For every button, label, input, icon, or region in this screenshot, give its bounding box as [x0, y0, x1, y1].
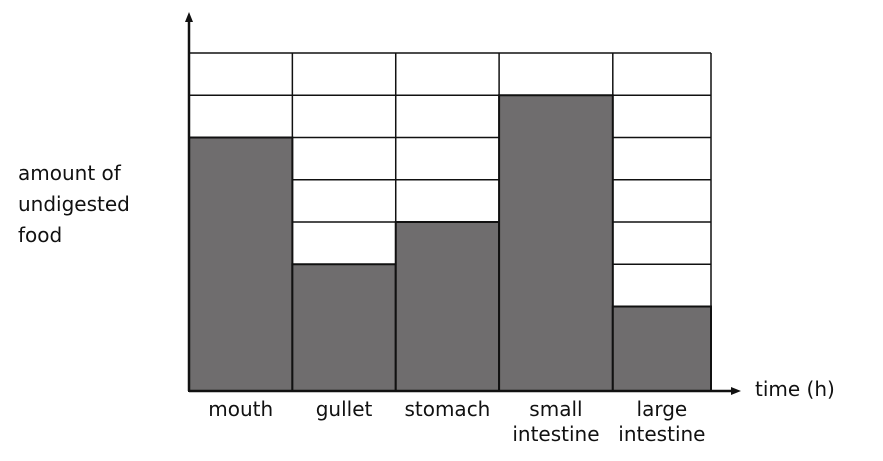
- bar: [291, 263, 397, 392]
- category-label: stomach: [404, 397, 490, 421]
- category-label: gullet: [316, 397, 373, 421]
- bar: [188, 136, 294, 392]
- bar: [611, 305, 713, 392]
- y-axis-arrow-icon: [185, 12, 193, 22]
- category-label: large intestine: [618, 397, 705, 446]
- bar: [498, 94, 614, 392]
- category-label: mouth: [208, 397, 273, 421]
- x-axis-arrow-icon: [731, 387, 741, 395]
- y-axis-label: amount of undigested food: [18, 161, 130, 247]
- category-label: small intestine: [512, 397, 599, 446]
- bar: [394, 221, 501, 392]
- x-axis-label: time (h): [755, 377, 835, 401]
